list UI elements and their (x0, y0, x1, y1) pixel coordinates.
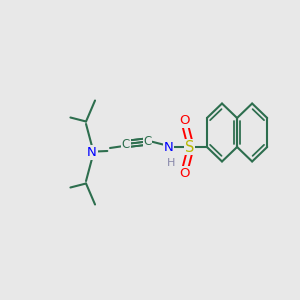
Text: H: H (167, 158, 175, 168)
Text: C: C (122, 137, 130, 151)
Text: C: C (143, 135, 152, 148)
Text: O: O (179, 167, 189, 179)
Text: O: O (179, 115, 189, 128)
Text: S: S (185, 140, 194, 154)
Text: N: N (87, 146, 97, 159)
Text: N: N (164, 140, 173, 154)
